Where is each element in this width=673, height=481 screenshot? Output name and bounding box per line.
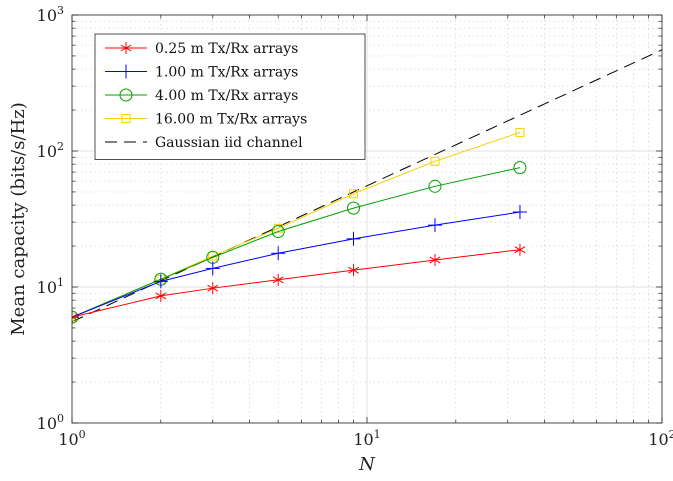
data-point bbox=[428, 179, 442, 193]
y-tick-label: 102 bbox=[37, 140, 64, 161]
y-tick-label: 100 bbox=[37, 412, 64, 433]
x-tick-label: 101 bbox=[353, 428, 380, 449]
series-line bbox=[72, 49, 662, 323]
legend-label: 16.00 m Tx/Rx arrays bbox=[155, 112, 307, 128]
data-point bbox=[512, 205, 527, 220]
legend: 0.25 m Tx/Rx arrays 1.00 m Tx/Rx arrays 4.… bbox=[94, 33, 366, 160]
data-point bbox=[513, 161, 527, 175]
data-point bbox=[153, 274, 168, 289]
data-point bbox=[205, 261, 220, 276]
y-tick-label: 103 bbox=[37, 4, 64, 25]
legend-marker bbox=[121, 114, 131, 123]
series-layer bbox=[72, 49, 662, 325]
data-point bbox=[349, 189, 359, 199]
series-5 bbox=[72, 49, 662, 323]
x-tick-label: 100 bbox=[58, 428, 85, 449]
legend-item: 0.25 m Tx/Rx arrays bbox=[105, 41, 298, 57]
tick-marks bbox=[71, 14, 663, 424]
data-point bbox=[207, 282, 219, 295]
data-point bbox=[429, 253, 441, 266]
legend-item: Gaussian iid channel bbox=[105, 135, 303, 151]
tick-labels: 100 101 102 100 101 102 103 bbox=[37, 4, 673, 449]
data-point bbox=[427, 218, 442, 233]
legend-label: 0.25 m Tx/Rx arrays bbox=[155, 41, 298, 57]
y-axis-label: Mean capacity (bits/s/Hz) bbox=[8, 102, 29, 336]
x-axis-label: N bbox=[358, 454, 376, 475]
y-tick-label: 101 bbox=[37, 276, 64, 297]
data-point bbox=[348, 264, 359, 277]
legend-marker bbox=[120, 42, 132, 54]
legend-label: 4.00 m Tx/Rx arrays bbox=[155, 88, 298, 104]
data-point bbox=[72, 310, 79, 325]
series-2 bbox=[72, 205, 527, 325]
legend-marker bbox=[119, 64, 133, 79]
data-point bbox=[346, 231, 361, 246]
data-point bbox=[72, 311, 78, 324]
legend-item: 1.00 m Tx/Rx arrays bbox=[105, 64, 298, 81]
data-point bbox=[155, 289, 167, 302]
legend-item: 16.00 m Tx/Rx arrays bbox=[105, 112, 307, 128]
data-point bbox=[514, 243, 526, 256]
legend-label: 1.00 m Tx/Rx arrays bbox=[155, 65, 298, 81]
legend-marker bbox=[119, 88, 133, 102]
data-point bbox=[272, 273, 284, 286]
data-point bbox=[271, 246, 286, 261]
data-point bbox=[515, 127, 525, 137]
legend-label: Gaussian iid channel bbox=[155, 135, 303, 151]
legend-box bbox=[94, 33, 366, 160]
data-point bbox=[347, 201, 361, 215]
series-1 bbox=[72, 243, 526, 324]
data-point bbox=[273, 223, 283, 233]
data-point bbox=[271, 224, 285, 238]
legend-item: 4.00 m Tx/Rx arrays bbox=[105, 88, 298, 104]
data-point bbox=[430, 156, 440, 166]
x-tick-label: 102 bbox=[648, 428, 673, 449]
